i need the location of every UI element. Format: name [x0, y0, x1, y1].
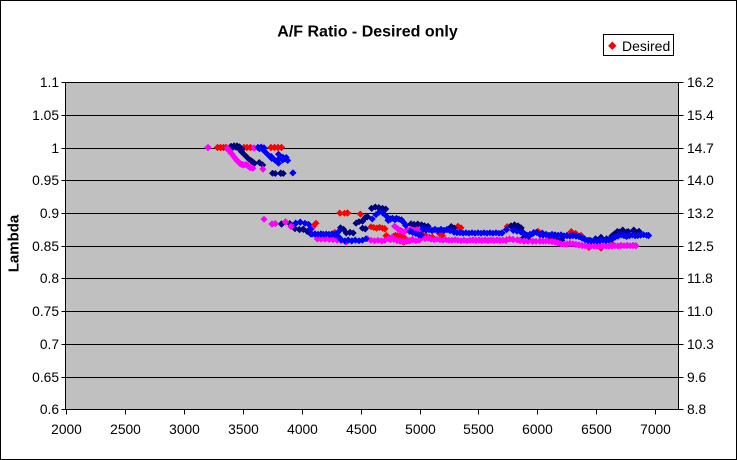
svg-text:0.6: 0.6: [40, 402, 60, 417]
svg-text:8.8: 8.8: [687, 402, 707, 417]
svg-text:9.6: 9.6: [687, 370, 707, 385]
svg-text:7000: 7000: [640, 422, 671, 437]
svg-text:6000: 6000: [522, 422, 553, 437]
svg-text:0.85: 0.85: [32, 239, 59, 254]
svg-text:4500: 4500: [346, 422, 377, 437]
svg-text:A/F Ratio - Desired only: A/F Ratio - Desired only: [277, 23, 458, 40]
svg-text:0.65: 0.65: [32, 370, 59, 385]
svg-text:0.8: 0.8: [40, 271, 60, 286]
svg-text:0.7: 0.7: [40, 337, 59, 352]
svg-text:3000: 3000: [169, 422, 200, 437]
svg-text:1.05: 1.05: [32, 108, 59, 123]
svg-text:0.95: 0.95: [32, 173, 59, 188]
svg-text:13.2: 13.2: [687, 206, 714, 221]
svg-text:5500: 5500: [463, 422, 494, 437]
svg-text:11.0: 11.0: [687, 304, 713, 319]
svg-text:5000: 5000: [405, 422, 436, 437]
svg-text:1.1: 1.1: [40, 75, 59, 90]
svg-text:Lambda: Lambda: [6, 214, 23, 272]
svg-text:0.9: 0.9: [40, 206, 60, 221]
svg-text:2500: 2500: [110, 422, 141, 437]
svg-text:11.8: 11.8: [687, 271, 713, 286]
svg-text:14.7: 14.7: [687, 141, 714, 156]
svg-text:Desired: Desired: [622, 38, 670, 54]
svg-text:16.2: 16.2: [687, 75, 714, 90]
svg-text:3500: 3500: [228, 422, 259, 437]
svg-text:2000: 2000: [51, 422, 82, 437]
svg-text:14.0: 14.0: [687, 173, 714, 188]
svg-text:10.3: 10.3: [687, 337, 714, 352]
svg-text:15.4: 15.4: [687, 108, 714, 123]
svg-text:12.5: 12.5: [687, 239, 714, 254]
svg-text:6500: 6500: [581, 422, 612, 437]
svg-text:4000: 4000: [287, 422, 318, 437]
svg-text:1: 1: [51, 141, 59, 156]
svg-text:0.75: 0.75: [32, 304, 59, 319]
